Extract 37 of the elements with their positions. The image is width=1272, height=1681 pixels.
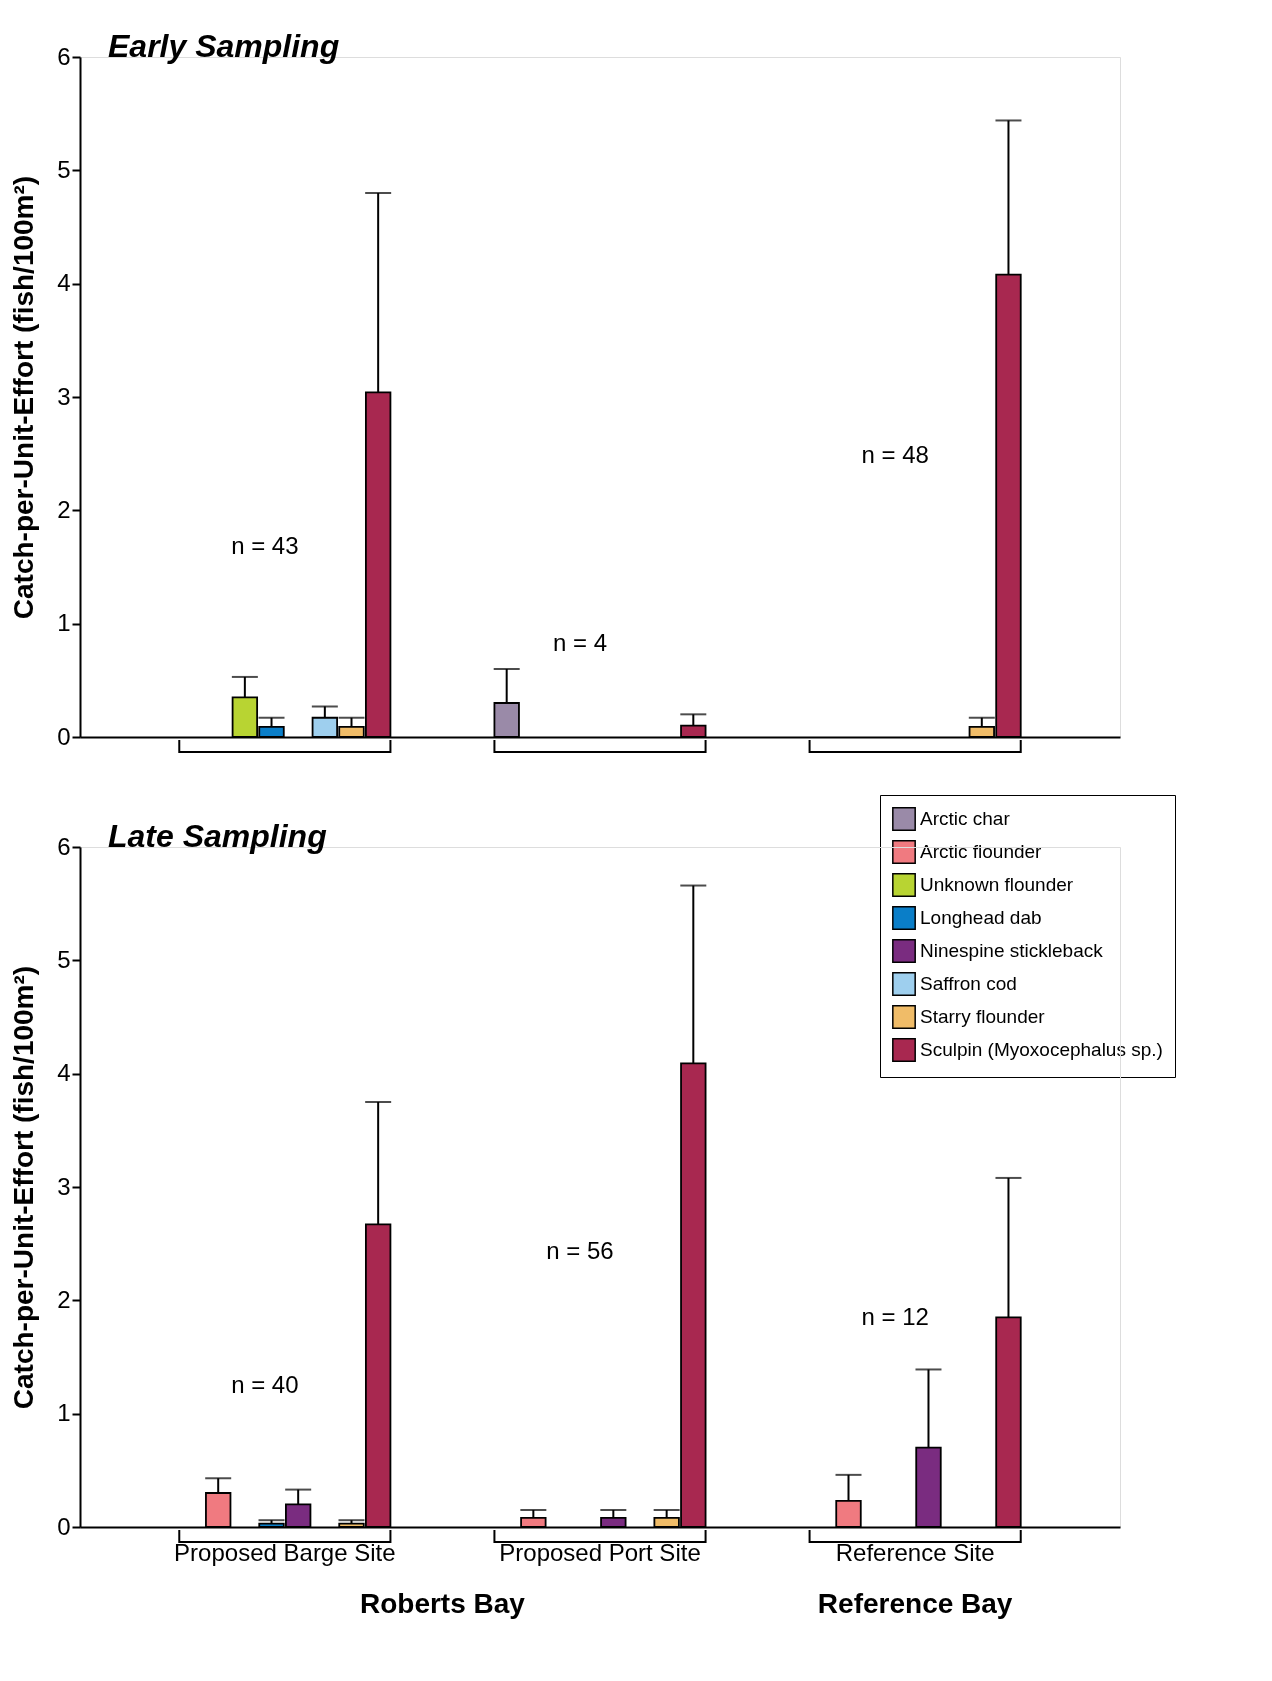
x-tick-label: Reference Site — [835, 1538, 995, 1566]
y-tick-label: 6 — [57, 832, 71, 860]
legend-label: Longhead dab — [920, 907, 1042, 928]
legend-label: Unknown flounder — [920, 874, 1074, 895]
y-tick-label: 0 — [57, 1512, 71, 1540]
y-tick-label: 4 — [57, 1059, 71, 1087]
legend-label: Ninespine stickleback — [920, 940, 1104, 961]
y-tick-label: 3 — [57, 1172, 71, 1200]
text: Roberts Bay — [359, 1588, 526, 1619]
legend-label: Sculpin (Myoxocephalus sp.) — [920, 1039, 1163, 1060]
annotation: n = 48 — [861, 441, 929, 469]
y-tick-label: 1 — [57, 1399, 71, 1427]
y-tick-label: 1 — [57, 609, 71, 637]
annotation: n = 40 — [231, 1371, 299, 1399]
y-axis-title: Catch-per-Unit-Effort (fish/100m²) — [8, 175, 40, 620]
annotation: n = 43 — [231, 531, 299, 559]
legend-label: Arctic flounder — [920, 841, 1043, 862]
y-tick-label: 6 — [57, 42, 71, 70]
legend-label: Arctic char — [920, 808, 1011, 829]
legend-label: Saffron cod — [920, 973, 1017, 994]
y-tick-label: 5 — [57, 155, 71, 183]
x-tick-label: Proposed Barge Site — [174, 1538, 396, 1566]
annotation: n = 56 — [546, 1236, 614, 1264]
y-tick-label: 5 — [57, 945, 71, 973]
annotation: n = 12 — [861, 1302, 929, 1330]
chart-title: Late Sampling — [108, 818, 327, 854]
y-tick-label: 2 — [57, 1285, 71, 1313]
text: Reference Bay — [817, 1588, 1013, 1619]
y-axis-title: Catch-per-Unit-Effort (fish/100m²) — [8, 965, 40, 1410]
annotation: n = 4 — [552, 628, 608, 656]
legend-label: Starry flounder — [920, 1006, 1046, 1027]
x-tick-label: Proposed Port Site — [499, 1538, 701, 1566]
y-tick-label: 0 — [57, 722, 71, 750]
y-tick-label: 2 — [57, 495, 71, 523]
y-tick-label: 3 — [57, 382, 71, 410]
chart-title: Early Sampling — [108, 28, 340, 64]
y-tick-label: 4 — [57, 269, 71, 297]
